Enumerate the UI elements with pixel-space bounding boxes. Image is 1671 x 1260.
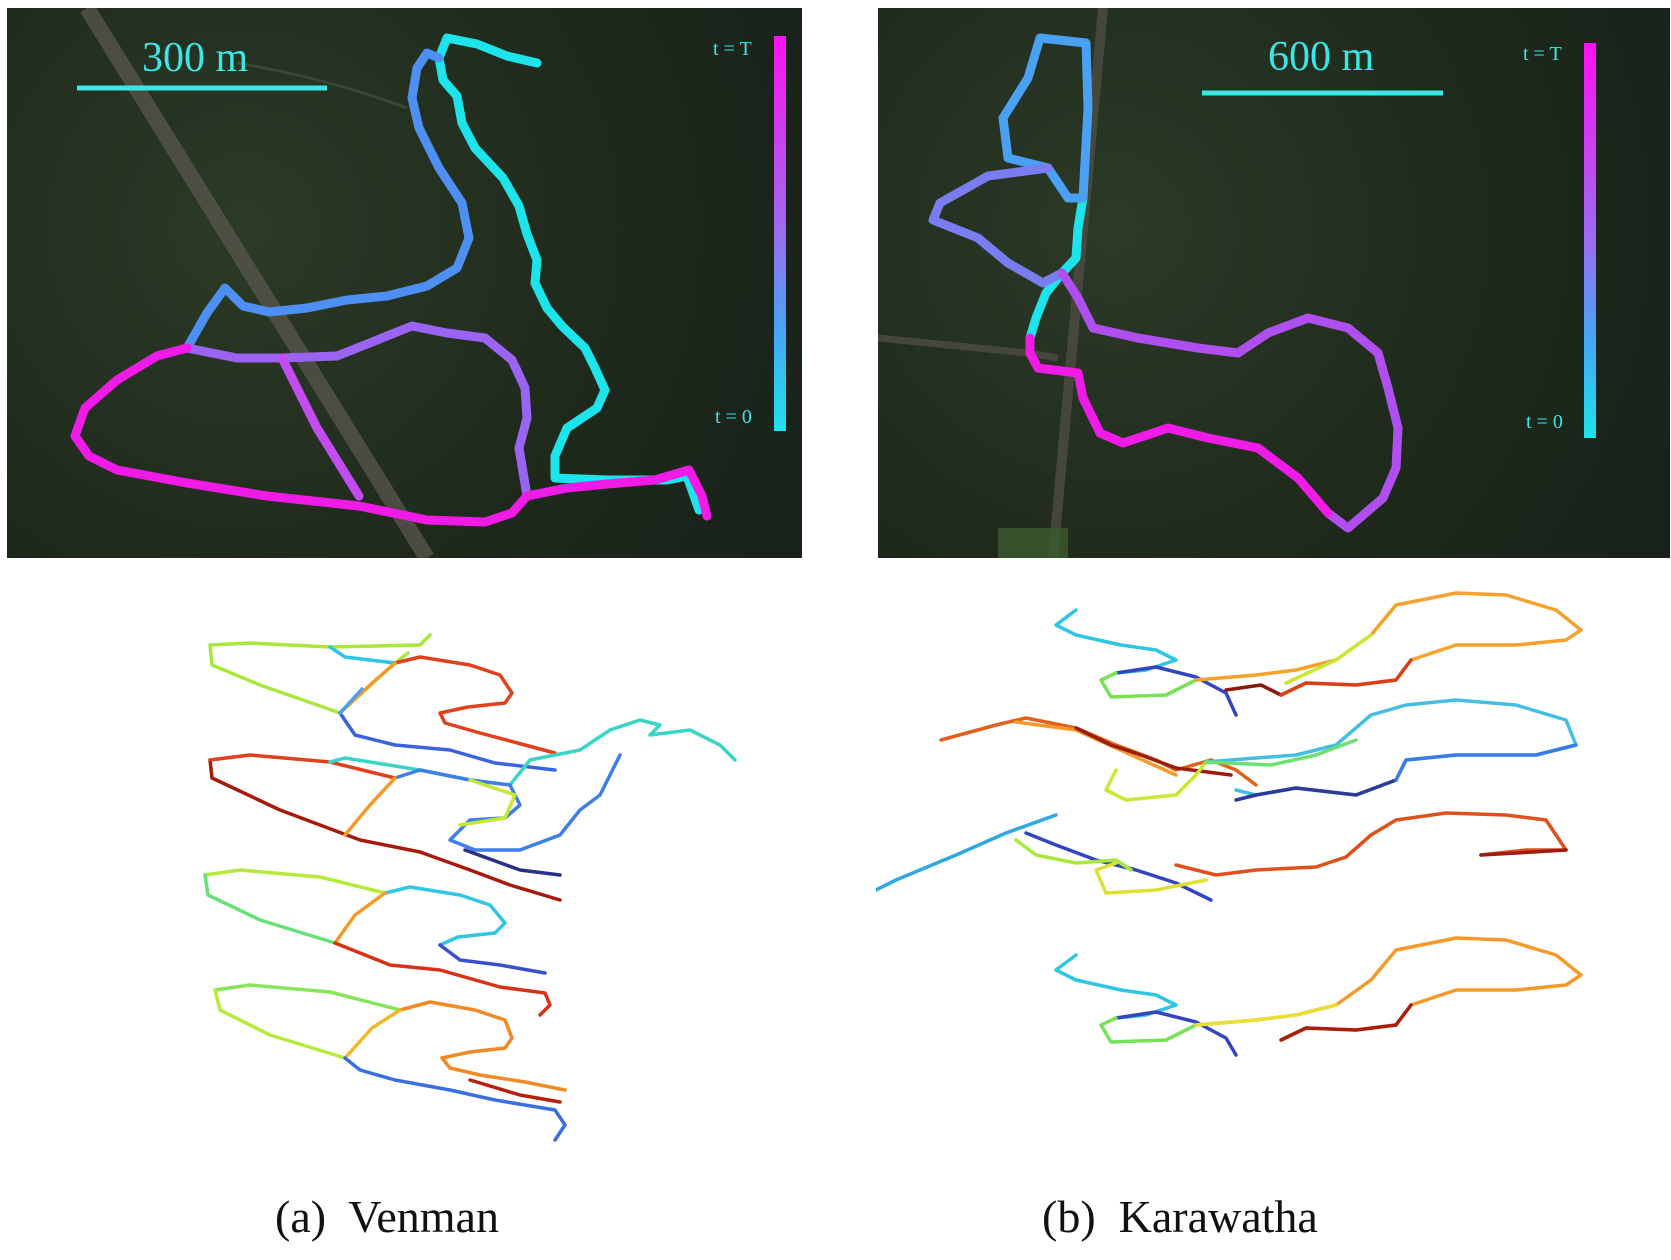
reconstruction-1 [1054,591,1583,717]
trajectory-start-segment [434,33,704,515]
scale-bar-label: 300 m [142,35,249,81]
time-colorbar [1584,43,1596,438]
time-colorbar [774,36,786,431]
colorbar-bottom-label: t = 0 [715,406,752,428]
north-south-road [1048,8,1108,558]
satellite-image-venman: 300 m t = T t = 0 [7,8,802,558]
reconstruction-plots-venman [203,633,737,1142]
trajectory-end-segment [1025,333,1333,518]
trajectory-end-segment [70,343,712,527]
panel-venman: 300 m t = T t = 0 [0,0,820,1260]
caption-karawatha: (b) Karawatha [1042,1191,1318,1242]
reconstruction-4 [213,983,567,1142]
caption-venman: (a) Venman [275,1191,499,1242]
satellite-overlay-karawatha [878,8,1443,558]
dirt-road [80,8,434,558]
trajectory-reconstructions-karawatha [876,585,1671,1175]
reconstruction-4 [1054,936,1583,1057]
trajectory-reconstructions-venman [0,585,820,1175]
trajectory-diagonal-segment [277,353,364,501]
colorbar-bottom-label: t = 0 [1526,411,1563,433]
satellite-overlay-venman [70,8,712,558]
colorbar-top-label: t = T [1523,43,1562,65]
colorbar-top-label: t = T [713,38,752,60]
clearing [998,528,1068,558]
reconstruction-plots-karawatha [876,591,1583,1057]
reconstruction-3 [203,868,552,1017]
reconstruction-3 [876,811,1568,902]
trajectory-early-loop [998,33,1093,203]
reconstruction-1 [208,633,557,772]
panel-karawatha: 600 m t = T t = 0 [876,0,1671,1260]
reconstruction-2 [939,698,1578,802]
satellite-image-karawatha: 600 m t = T t = 0 [878,8,1670,558]
trajectory-late-segment [182,321,532,501]
dirt-track [236,61,408,110]
trajectory-east-loop [1057,268,1403,533]
trajectory-west-loop [928,163,1067,288]
trajectory-middle-segment [182,48,474,353]
reconstruction-2 [208,718,737,902]
scale-bar-label: 600 m [1268,34,1375,80]
